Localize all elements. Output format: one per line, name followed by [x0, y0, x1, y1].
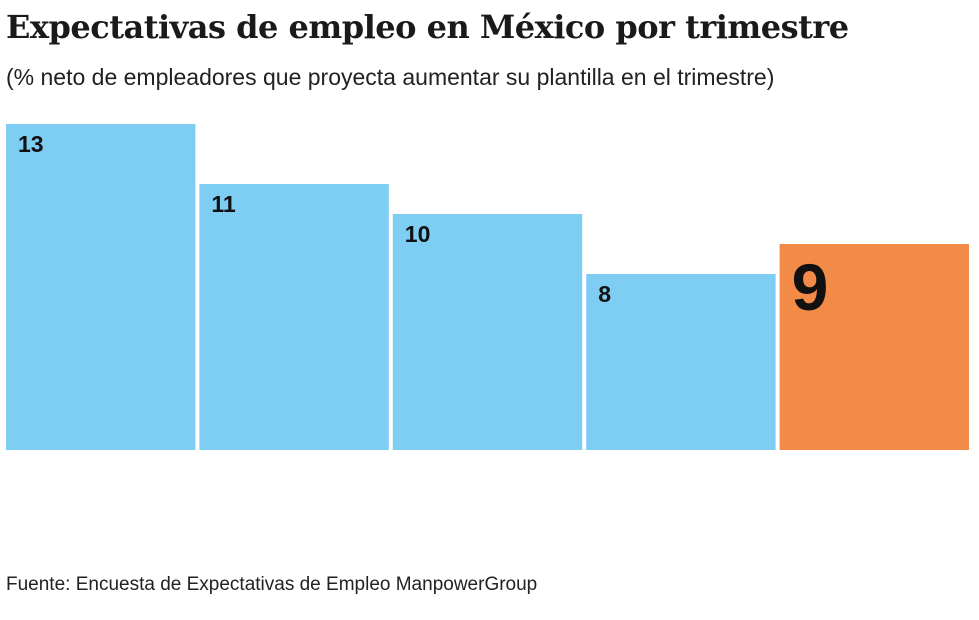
value-label-I-2019: 13 — [18, 131, 44, 157]
value-labels-group: 13 11 10 8 9 — [18, 131, 828, 324]
value-label-II-2019: 11 — [211, 191, 236, 217]
bar-IV-2019 — [586, 274, 776, 450]
value-label-IV-2019: 8 — [598, 281, 611, 307]
bar-III-2019 — [392, 214, 583, 450]
bars-group — [6, 124, 969, 450]
bar-I-2020 — [779, 244, 969, 450]
bar-I-2019 — [6, 124, 196, 450]
value-label-III-2019: 10 — [405, 221, 431, 247]
value-label-I-2020: 9 — [792, 250, 829, 324]
chart-title: Expectativas de empleo en México por tri… — [6, 8, 849, 46]
chart-subtitle: (% neto de empleadores que proyecta aume… — [6, 64, 775, 90]
source-note: Fuente: Encuesta de Expectativas de Empl… — [6, 574, 538, 595]
bar-II-2019 — [199, 184, 389, 450]
